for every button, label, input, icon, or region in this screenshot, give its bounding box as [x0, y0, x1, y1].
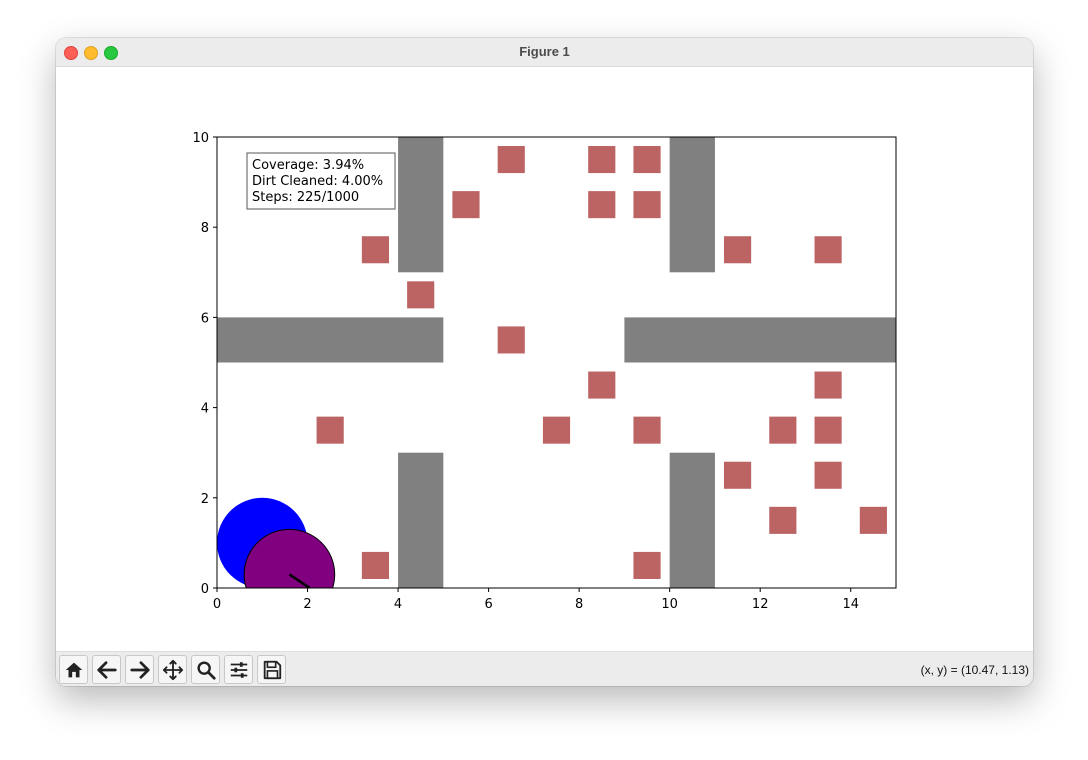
x-tick-label-6: 6 — [484, 597, 492, 612]
dirt-patch-15 — [633, 416, 661, 444]
dirt-patch-19 — [814, 461, 842, 489]
x-tick-label-14: 14 — [842, 597, 859, 612]
dirt-patch-10 — [497, 326, 525, 354]
arrow-right-icon — [129, 660, 150, 679]
y-tick-label-2: 2 — [201, 492, 209, 507]
steps-text: Steps: 225/1000 — [252, 190, 359, 205]
wall-2 — [217, 317, 444, 363]
dirt-patch-23 — [633, 551, 661, 579]
wall-3 — [624, 317, 896, 363]
dirt-patch-22 — [361, 551, 390, 579]
y-tick-label-0: 0 — [201, 582, 209, 597]
configure-subplots-button[interactable] — [224, 655, 253, 684]
y-tick-label-6: 6 — [201, 311, 209, 326]
window-title: Figure 1 — [519, 44, 570, 59]
figure-window: Figure 1 0 2 4 6 8 10 12 14 0 2 4 6 8 10 Coverage: 3.… — [56, 38, 1033, 686]
coverage-text: Coverage: 3.94% — [252, 158, 364, 173]
magnifier-icon — [196, 660, 216, 680]
dirt-patch-11 — [588, 371, 616, 399]
save-button[interactable] — [257, 655, 286, 684]
x-tick-label-10: 10 — [661, 597, 678, 612]
axes-frame — [216, 136, 897, 589]
arrow-left-icon — [96, 660, 117, 679]
x-tick-label-4: 4 — [394, 597, 402, 612]
wall-0 — [398, 137, 444, 273]
title-bar: Figure 1 — [56, 38, 1033, 67]
robot-heading-line — [288, 573, 311, 588]
move-icon — [162, 659, 183, 680]
x-tick-label-8: 8 — [575, 597, 583, 612]
navigation-toolbar: (x, y) = (10.47, 1.13) — [56, 651, 1033, 686]
wall-4 — [398, 452, 444, 588]
wall-1 — [669, 137, 715, 273]
dirt-patch-21 — [859, 506, 887, 534]
info-box-frame — [246, 152, 396, 210]
x-tick-label-2: 2 — [303, 597, 311, 612]
close-window-button[interactable] — [64, 46, 78, 60]
wall-5 — [669, 452, 715, 588]
y-tick-label-4: 4 — [201, 402, 209, 417]
cursor-coordinates: (x, y) = (10.47, 1.13) — [920, 663, 1029, 677]
back-button[interactable] — [92, 655, 121, 684]
dirt-patch-7 — [723, 236, 752, 264]
zoom-button[interactable] — [191, 655, 220, 684]
dirt-patch-14 — [542, 416, 571, 444]
dirt-patch-13 — [316, 416, 344, 444]
dirt-patch-17 — [814, 416, 842, 444]
y-tick-label-8: 8 — [201, 221, 209, 236]
minimize-window-button[interactable] — [84, 46, 98, 60]
dirt-patch-8 — [814, 236, 842, 264]
dirt-cleaned-text: Dirt Cleaned: 4.00% — [252, 174, 383, 189]
floppy-disk-icon — [263, 660, 281, 679]
dirt-patch-18 — [723, 461, 752, 489]
dirt-patch-9 — [407, 281, 435, 309]
dirt-patch-4 — [588, 191, 616, 219]
dirt-patch-20 — [769, 506, 797, 534]
plot-svg[interactable]: 0 2 4 6 8 10 12 14 0 2 4 6 8 10 Coverage: 3.94% Dirt … — [56, 67, 1033, 651]
y-tick-label-10: 10 — [192, 131, 209, 146]
forward-button[interactable] — [125, 655, 154, 684]
sliders-icon — [230, 661, 247, 678]
robot-body — [243, 528, 336, 588]
info-box: Coverage: 3.94% Dirt Cleaned: 4.00% Step… — [246, 152, 396, 210]
dirt-patch-0 — [497, 146, 525, 174]
plot-content — [217, 137, 896, 588]
dirt-patch-16 — [769, 416, 797, 444]
home-icon — [65, 662, 82, 677]
dirt-patch-5 — [633, 191, 661, 219]
dirt-patch-6 — [361, 236, 390, 264]
figure-canvas[interactable]: 0 2 4 6 8 10 12 14 0 2 4 6 8 10 Coverage: 3.94% Dirt … — [56, 67, 1033, 651]
zoom-window-button[interactable] — [104, 46, 118, 60]
x-tick-label-0: 0 — [213, 597, 221, 612]
x-tick-label-12: 12 — [752, 597, 769, 612]
dirt-patch-2 — [633, 146, 661, 174]
home-button[interactable] — [59, 655, 88, 684]
dirt-patch-12 — [814, 371, 842, 399]
dirt-patch-1 — [588, 146, 616, 174]
pan-button[interactable] — [158, 655, 187, 684]
dirt-patch-3 — [452, 191, 480, 219]
